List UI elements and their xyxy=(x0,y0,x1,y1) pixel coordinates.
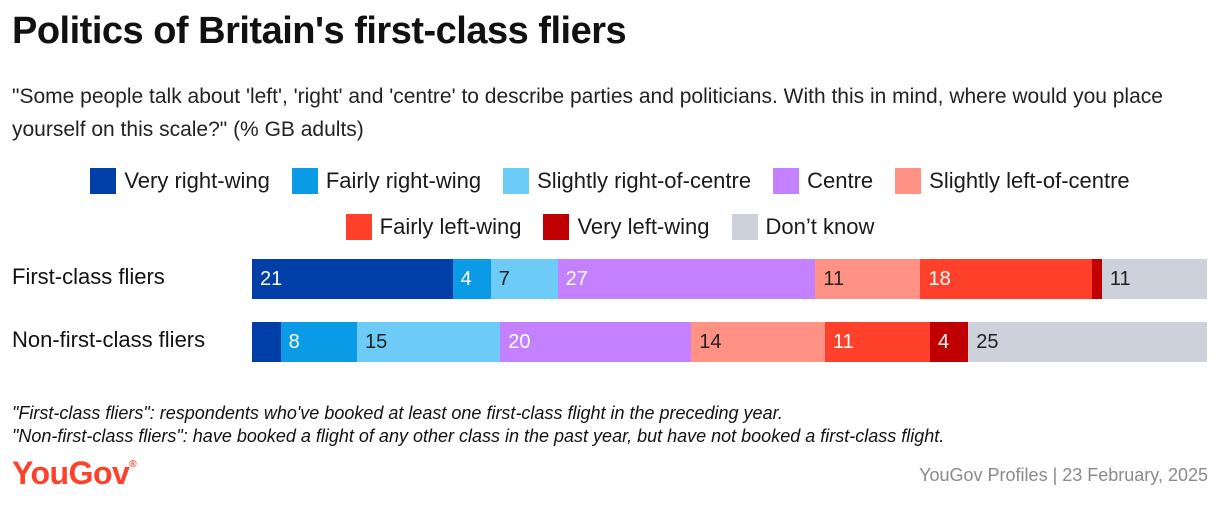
source-credit: YouGov Profiles | 23 February, 2025 xyxy=(919,465,1208,485)
data-label: 21 xyxy=(260,267,283,290)
legend-swatch xyxy=(543,214,570,240)
legend: Very right-wing Fairly right-wing Slightly… xyxy=(12,168,1208,240)
bar-segment: 7 xyxy=(490,259,558,299)
data-label: 18 xyxy=(928,267,951,290)
data-label: 11 xyxy=(832,330,854,353)
legend-label: Centre xyxy=(807,168,874,193)
legend-item: Very right-wing xyxy=(90,168,270,194)
bar-segment: 11 xyxy=(815,259,921,299)
legend-swatch xyxy=(291,168,318,194)
row-label-first-class: First-class fliers xyxy=(12,264,165,289)
legend-label: Fairly left-wing xyxy=(379,214,522,239)
legend-item: Slightly left-of-centre xyxy=(895,168,1130,194)
legend-swatch xyxy=(345,214,372,240)
bar-segment: 18 xyxy=(920,259,1093,299)
bar-segment: 11 xyxy=(824,322,931,362)
legend-label: Fairly right-wing xyxy=(325,168,482,193)
data-label: 4 xyxy=(460,267,472,290)
bar-segment xyxy=(1092,259,1102,299)
legend-item: Don’t know xyxy=(731,214,875,240)
footnote-non-first-class: "Non-first-class fliers": have booked a … xyxy=(12,426,945,446)
yougov-logo: YouGov® xyxy=(12,455,137,492)
legend-label: Very right-wing xyxy=(124,168,270,193)
bar-segment: 27 xyxy=(557,259,816,299)
data-label: 4 xyxy=(938,330,950,353)
registered-mark: ® xyxy=(129,459,137,470)
footnote-first-class: "First-class fliers": respondents who've… xyxy=(12,403,783,423)
bar-segment: 4 xyxy=(930,322,969,362)
bar-segment: 11 xyxy=(1101,259,1207,299)
legend-label: Slightly right-of-centre xyxy=(537,168,752,193)
bar-segment: 15 xyxy=(357,322,501,362)
bar-segment: 4 xyxy=(452,259,491,299)
legend-swatch xyxy=(503,168,530,194)
legend-label: Don’t know xyxy=(765,214,875,239)
legend-swatch xyxy=(773,168,800,194)
bar-segment: 21 xyxy=(252,259,453,299)
legend-item: Centre xyxy=(773,168,873,194)
bar-segment: 25 xyxy=(968,322,1207,362)
data-label: 27 xyxy=(565,267,588,290)
data-label: 25 xyxy=(976,330,999,353)
chart-subtitle: "Some people talk about 'left', 'right' … xyxy=(12,85,1163,141)
legend-swatch xyxy=(90,168,117,194)
bar-segment: 8 xyxy=(280,322,358,362)
data-label: 15 xyxy=(365,330,388,353)
data-label: 14 xyxy=(699,330,722,353)
bar-first-class: 21 4 7 27 11 18 11 xyxy=(252,259,1207,299)
data-label: 11 xyxy=(823,267,845,290)
footnotes: "First-class fliers": respondents who've… xyxy=(12,402,944,448)
bar-segment: 20 xyxy=(500,322,692,362)
data-label: 11 xyxy=(1109,267,1131,290)
data-label: 7 xyxy=(498,267,510,290)
bar-non-first-class: 8 15 20 14 11 4 25 xyxy=(252,322,1207,362)
logo-text: YouGov xyxy=(12,455,130,491)
row-label-non-first-class: Non-first-class fliers xyxy=(12,327,206,352)
legend-swatch xyxy=(731,214,758,240)
data-label: 20 xyxy=(508,330,531,353)
chart-title: Politics of Britain's first-class fliers xyxy=(12,10,627,52)
legend-label: Very left-wing xyxy=(577,214,710,239)
legend-item: Fairly left-wing xyxy=(345,214,522,240)
legend-swatch xyxy=(895,168,922,194)
legend-item: Slightly right-of-centre xyxy=(503,168,751,194)
data-label: 8 xyxy=(288,330,300,353)
legend-item: Very left-wing xyxy=(543,214,710,240)
legend-label: Slightly left-of-centre xyxy=(929,168,1130,193)
legend-item: Fairly right-wing xyxy=(291,168,482,194)
bar-segment xyxy=(252,322,281,362)
bar-segment: 14 xyxy=(691,322,825,362)
